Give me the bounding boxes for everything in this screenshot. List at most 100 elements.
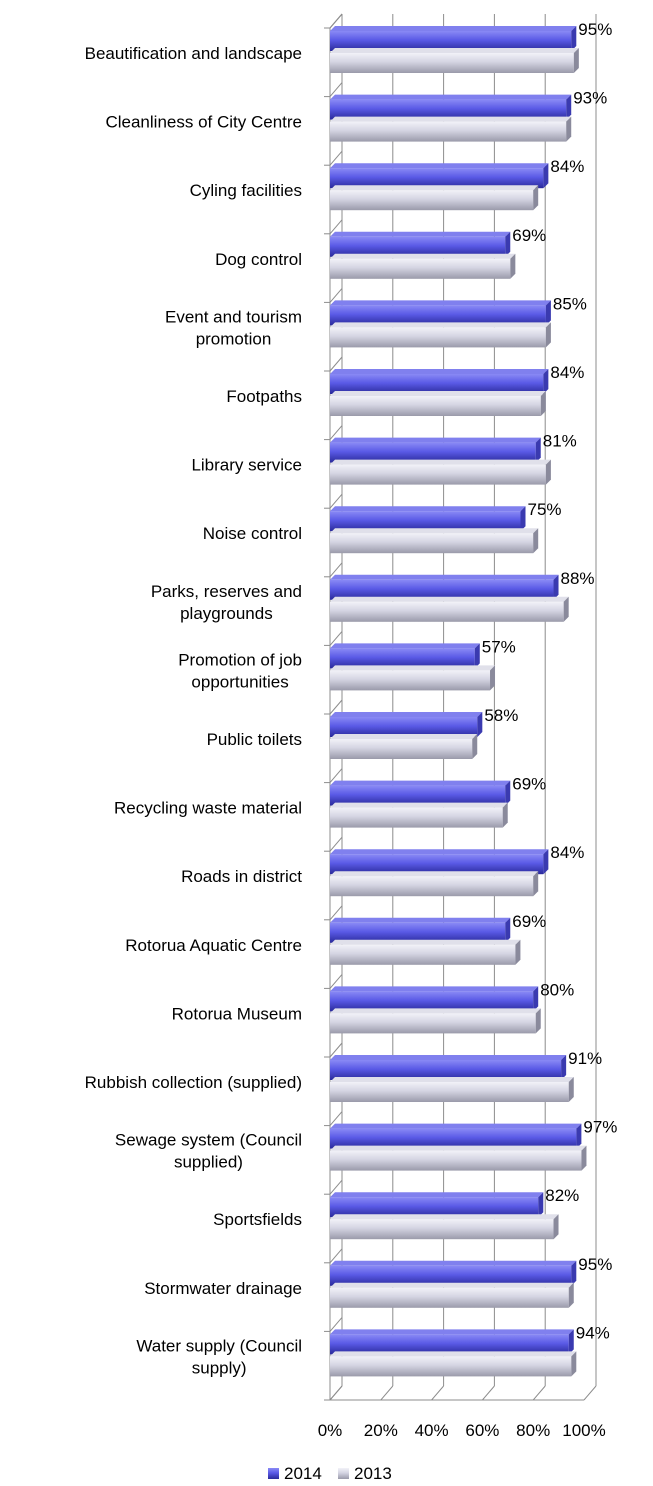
bar-side <box>472 734 478 759</box>
bar-side <box>545 459 551 485</box>
bar-2014-19 <box>330 1329 574 1355</box>
bar-front <box>330 1150 582 1171</box>
gridline-floor-1 <box>380 1385 394 1401</box>
bar-top <box>330 780 511 786</box>
bar-front <box>330 327 546 348</box>
category-label-15: Rubbish collection (supplied) <box>85 1073 302 1092</box>
category-label-9: opportunities <box>191 672 288 691</box>
cat-depth-4 <box>329 288 343 303</box>
bar-top <box>330 596 569 602</box>
category-label-2: Cyling facilities <box>190 181 302 200</box>
bar-top <box>330 1282 574 1288</box>
bar-front <box>330 1219 554 1240</box>
gridline-floor-2 <box>431 1385 444 1401</box>
cat-depth-7 <box>329 493 343 509</box>
bar-top <box>330 1123 582 1129</box>
bar-2013-17 <box>330 1214 559 1240</box>
bar-2013-14 <box>330 1008 541 1034</box>
bar-2013-5 <box>330 391 546 416</box>
bar-2013-0 <box>330 48 579 73</box>
bar-2014-3 <box>330 231 511 257</box>
category-label-17: Sportsfields <box>213 1210 302 1229</box>
bar-front <box>330 648 475 669</box>
category-label-8: Parks, reserves and <box>151 582 302 601</box>
bar-side <box>535 1008 541 1034</box>
bar-2014-11 <box>330 780 511 806</box>
cat-depth-6 <box>329 425 343 440</box>
bar-side <box>568 1329 574 1355</box>
category-label-8: playgrounds <box>180 604 273 623</box>
cat-depth-9 <box>329 631 343 646</box>
bar-top <box>330 1260 577 1266</box>
cat-depth-0 <box>329 13 343 29</box>
gridline-floor-3 <box>482 1385 495 1401</box>
bar-side <box>566 116 572 142</box>
bar-side <box>568 1077 574 1102</box>
bar-top <box>330 1145 587 1151</box>
legend-item-2013: 2013 <box>338 1464 392 1483</box>
bar-side <box>545 300 551 326</box>
bar-2013-8 <box>330 596 569 622</box>
bar-front <box>330 258 511 279</box>
bar-top <box>330 802 508 808</box>
bar-front <box>330 533 534 554</box>
bar-top <box>330 185 539 191</box>
bar-front <box>330 1128 577 1149</box>
bar-top <box>330 849 549 855</box>
bar-top <box>330 94 572 100</box>
category-label-14: Rotorua Museum <box>172 1004 302 1023</box>
category-label-18: Stormwater drainage <box>144 1279 302 1298</box>
data-label-7: 75% <box>528 500 562 519</box>
cat-depth-20 <box>329 1385 343 1401</box>
bar-top <box>330 712 483 717</box>
bar-top <box>330 163 549 169</box>
category-label-16: Sewage system (Council <box>115 1131 302 1150</box>
bar-side <box>571 1351 577 1377</box>
x-tick-label-3: 60% <box>465 1421 499 1440</box>
bar-front <box>330 1060 562 1080</box>
category-label-19: Water supply (Council <box>136 1336 302 1355</box>
gridline-floor-5 <box>583 1385 597 1401</box>
bar-front <box>330 854 544 875</box>
bar-top <box>330 1351 577 1357</box>
bar-side <box>520 506 526 532</box>
bar-side <box>545 322 551 348</box>
cat-depth-15 <box>329 1042 343 1058</box>
cat-depth-18 <box>329 1248 343 1264</box>
bar-2013-11 <box>330 802 508 828</box>
category-label-1: Cleanliness of City Centre <box>105 113 302 132</box>
bar-side <box>490 665 496 691</box>
data-label-11: 69% <box>512 775 546 794</box>
category-label-19: supply) <box>192 1358 247 1377</box>
category-label-3: Dog control <box>215 250 302 269</box>
x-tick-label-4: 80% <box>516 1421 550 1440</box>
bar-side <box>538 1192 544 1218</box>
data-label-18: 95% <box>578 1255 612 1274</box>
bar-top <box>330 48 579 53</box>
bar-side <box>571 26 577 51</box>
bar-front <box>330 1334 569 1355</box>
cat-depth-14 <box>329 974 343 989</box>
bar-side <box>573 48 579 73</box>
data-label-3: 69% <box>512 226 546 245</box>
bar-top <box>330 116 572 122</box>
bar-side <box>505 231 511 257</box>
cat-depth-19 <box>329 1317 343 1332</box>
bar-front <box>330 168 544 189</box>
legend-item-2014: 2014 <box>268 1464 322 1483</box>
x-tick-label-1: 20% <box>364 1421 398 1440</box>
cat-depth-5 <box>329 356 343 372</box>
bar-2014-10 <box>330 712 483 737</box>
bar-2014-2 <box>330 163 549 189</box>
data-label-5: 84% <box>550 363 584 382</box>
bar-side <box>581 1145 587 1171</box>
bar-2013-10 <box>330 734 478 759</box>
bar-top <box>330 253 516 259</box>
bar-2014-14 <box>330 986 539 1012</box>
bar-top <box>330 1329 574 1335</box>
data-label-16: 97% <box>583 1118 617 1137</box>
bar-top <box>330 643 480 649</box>
category-label-12: Roads in district <box>181 867 302 886</box>
bar-front <box>330 876 534 897</box>
bar-2014-13 <box>330 917 511 943</box>
